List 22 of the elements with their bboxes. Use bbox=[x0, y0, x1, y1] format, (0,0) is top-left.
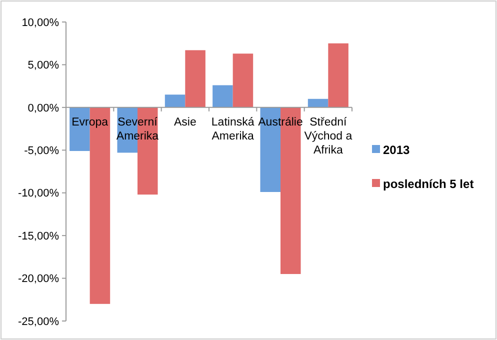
y-tick-label: 0,00% bbox=[28, 102, 60, 114]
y-tick-label: -5,00% bbox=[24, 144, 60, 157]
bar bbox=[212, 85, 233, 108]
bar bbox=[308, 98, 328, 108]
y-tick-label: -15,00% bbox=[18, 230, 60, 242]
x-tick-label: Latinská Amerika bbox=[211, 116, 255, 142]
x-tick-label: Severní Amerika bbox=[116, 116, 160, 142]
y-tick-label: -25,00% bbox=[18, 316, 60, 328]
bar bbox=[232, 54, 254, 108]
x-tick-label: Austrálie bbox=[258, 116, 303, 128]
bar bbox=[328, 43, 348, 108]
x-tick-label: Asie bbox=[174, 116, 196, 128]
legend-label: posledních 5 let bbox=[383, 177, 474, 192]
y-tick-label: 5,00% bbox=[28, 60, 60, 72]
x-tick-label: Evropa bbox=[72, 116, 109, 128]
bar bbox=[185, 50, 206, 108]
y-tick-label: -10,00% bbox=[18, 188, 60, 200]
bar bbox=[164, 94, 186, 108]
x-tick-label: Střední Východ a Afrika bbox=[304, 116, 353, 156]
legend-label: 2013 bbox=[383, 143, 410, 158]
y-tick-label: -20,00% bbox=[18, 273, 60, 286]
y-tick-label: 10,00% bbox=[22, 16, 60, 29]
